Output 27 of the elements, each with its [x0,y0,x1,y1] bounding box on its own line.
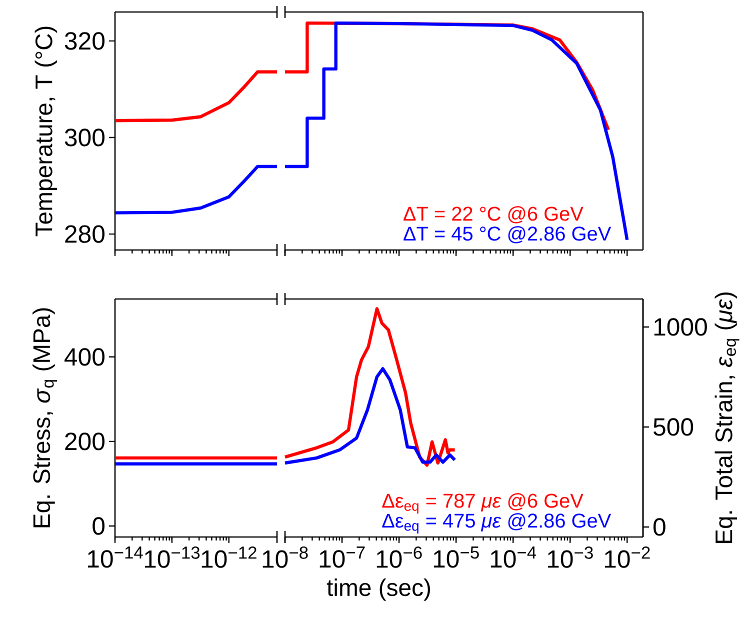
y-tick-label: 320 [64,32,105,50]
y-axis-title: Temperature, T (°C) [34,26,58,236]
x-tick-label: 10$^{−2}$ [604,546,650,568]
text: Δε$_{eq}$ = 787 με @6 GeV [382,493,584,514]
x-tick-label: 10$^{−8}$ [262,546,308,568]
y-tick-label: 0 [92,517,105,535]
y-tick-label: 200 [65,432,105,450]
x-axis-title: time (sec) [326,578,430,601]
series-label: ΔT = 45 °C @2.86 GeV [404,226,612,244]
x-tick-label: 10$^{−3}$ [548,546,593,568]
y-tick-label: 400 [64,348,105,366]
x-tick-label: 10$^{−5}$ [434,546,479,568]
y-tick-label: 280 [65,225,105,243]
x-tick-label: 10$^{−12}$ [202,546,256,568]
y-axis-title: Eq. Stress, σ$_{q}$ (MPa) [32,308,58,528]
x-tick-label: 10$^{−7}$ [320,546,365,568]
x-tick-label: 10$^{−13}$ [144,546,200,568]
x-tick-label: 10$^{−6}$ [376,546,422,568]
y2-axis-title: Eq. Total Strain, ε$_{eq}$ (με) [714,292,740,544]
text: 0 [653,518,666,536]
text: 1000 [654,318,707,336]
x-tick-label: 10$^{−4}$ [490,546,536,568]
text: Δε$_{eq}$ = 475 με @2.86 GeV [382,513,612,534]
text: ΔT = 22 °C @6 GeV [404,206,584,224]
y-tick-label: 300 [64,128,105,146]
x-tick-label: 10$^{−14}$ [88,546,143,568]
text: 500 [654,418,694,436]
